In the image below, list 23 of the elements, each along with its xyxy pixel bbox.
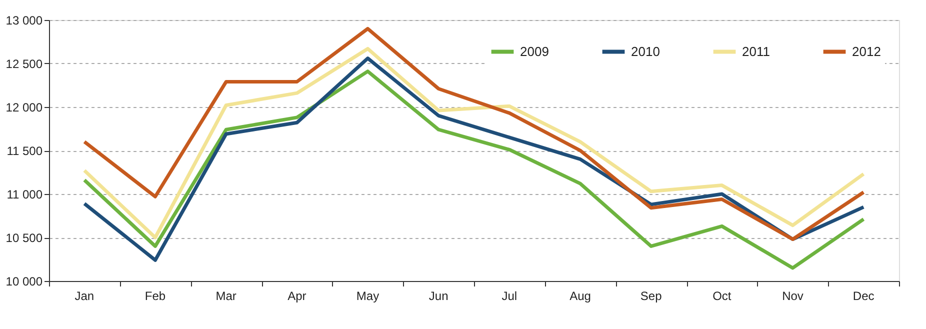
y-tick-label: 12 000 [6,100,43,114]
legend-label: 2010 [631,44,660,59]
x-tick-label: Oct [712,289,732,303]
x-tick-label: Nov [782,289,804,303]
y-tick-label: 11 000 [6,188,43,202]
x-tick-label: Apr [288,289,306,303]
x-tick-label: Jan [74,289,94,303]
x-tick-label: Dec [852,289,874,303]
y-tick-label: 10 000 [6,274,43,288]
x-tick-label: Jul [502,289,518,303]
x-tick-label: Aug [570,289,591,303]
legend-label: 2009 [520,44,549,59]
x-tick-label: Mar [216,289,236,303]
legend-label: 2012 [852,44,881,59]
x-tick-label: May [356,289,380,303]
y-tick-label: 10 500 [6,231,43,245]
x-tick-label: Sep [640,289,662,303]
y-tick-label: 13 000 [6,14,43,28]
x-tick-label: Feb [144,289,166,303]
y-tick-label: 12 500 [6,57,43,71]
x-tick-label: Jun [428,289,448,303]
y-tick-label: 11 500 [6,144,43,158]
legend-label: 2011 [742,44,770,59]
